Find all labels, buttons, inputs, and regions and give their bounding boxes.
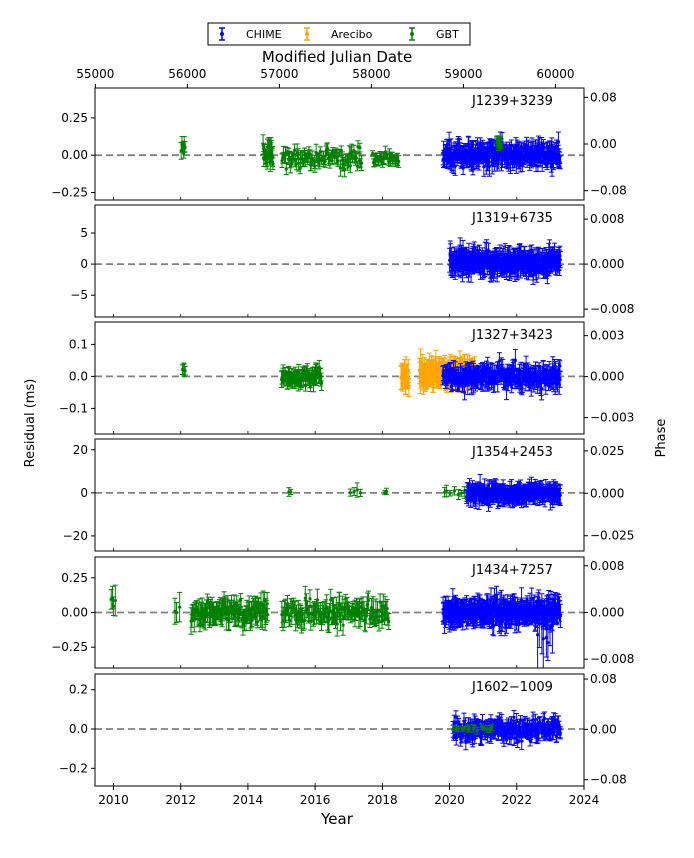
marker (497, 163, 500, 166)
panel-data (447, 238, 563, 285)
phase-tick-label: 0.00 (590, 137, 617, 151)
top-tick-label: 58000 (352, 67, 390, 81)
top-axis-ticks: 55000 56000 57000 58000 59000 60000 (76, 67, 574, 88)
marker (184, 369, 187, 372)
y-tick-label: 0.25 (61, 111, 88, 125)
pulsar-name: J1319+6735 (471, 211, 553, 226)
phase-tick-label: 0.08 (590, 90, 617, 104)
marker (355, 156, 358, 159)
y-tick-label: 0.00 (61, 148, 88, 162)
marker (499, 140, 502, 143)
y-tick-label: 0 (80, 257, 88, 271)
marker (559, 161, 562, 164)
top-tick-label: 56000 (168, 67, 206, 81)
marker (331, 159, 334, 162)
marker (488, 165, 491, 168)
marker (454, 165, 457, 168)
marker (407, 370, 410, 373)
marker (559, 258, 562, 261)
phase-tick-label: 0.000 (590, 257, 624, 271)
marker (454, 271, 457, 274)
legend-label: Arecibo (331, 28, 373, 41)
legend: CHIME Arecibo GBT (208, 23, 470, 45)
pulsar-name: J1239+3239 (471, 94, 553, 109)
legend-label: CHIME (246, 28, 282, 41)
top-tick-label: 55000 (76, 67, 114, 81)
y-tick-label: −0.25 (51, 186, 88, 200)
panel-j12393239: 0.25 0.00 −0.25 0.08 0.00 −0.08 J1239+3239 (51, 88, 627, 200)
marker (320, 382, 323, 385)
panel-data (180, 349, 563, 400)
panel-j13196735: 5 0 −5 0.008 0.000 −0.008 J1319+6735 (70, 205, 634, 317)
marker (462, 167, 465, 170)
phase-tick-label: −0.08 (590, 184, 627, 198)
phase-tick-label: 0.008 (590, 212, 624, 226)
top-tick-label: 57000 (260, 67, 298, 81)
marker (358, 146, 361, 149)
marker (271, 162, 274, 165)
phase-tick-label: −0.008 (590, 302, 634, 316)
marker (500, 143, 503, 146)
legend-dot (410, 32, 414, 36)
marker (349, 164, 352, 167)
legend-dot (305, 32, 309, 36)
legend-dot (220, 32, 224, 36)
top-axis-label: Modified Julian Date (262, 48, 412, 66)
marker (557, 140, 560, 143)
y-tick-label: −5 (70, 288, 88, 302)
marker (183, 145, 186, 148)
top-tick-label: 60000 (536, 67, 574, 81)
marker (397, 160, 400, 163)
y-tick-label: 5 (80, 226, 88, 240)
marker (530, 250, 533, 253)
marker (324, 160, 327, 163)
data-point-gbt (284, 164, 289, 175)
top-tick-label: 59000 (444, 67, 482, 81)
panels: 0.25 0.00 −0.25 0.08 0.00 −0.08 J1239+3239 5 0 −5… (51, 88, 634, 787)
legend-label: GBT (436, 28, 459, 41)
marker (326, 147, 329, 150)
marker (360, 162, 363, 165)
marker (407, 386, 410, 389)
